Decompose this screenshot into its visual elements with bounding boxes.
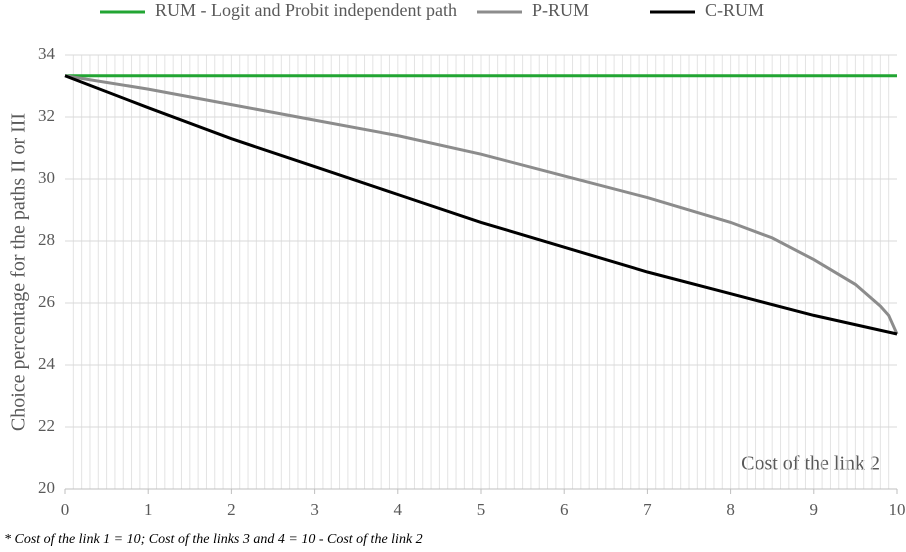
series-line	[64, 74, 899, 335]
legend-label: C-RUM	[705, 0, 764, 20]
x-tick-label: 0	[61, 500, 70, 519]
x-tick-label: 10	[889, 500, 906, 519]
x-tick-label: 8	[726, 500, 735, 519]
y-tick-label: 34	[38, 44, 56, 63]
x-tick-label: 3	[310, 500, 319, 519]
y-tick-label: 28	[38, 230, 55, 249]
series-line	[64, 74, 898, 336]
legend-label: RUM - Logit and Probit independent path	[155, 0, 457, 20]
y-tick-label: 20	[38, 478, 55, 497]
y-axis-label: Choice percentage for the paths II or II…	[8, 113, 30, 431]
x-tick-label: 4	[394, 500, 403, 519]
x-tick-label: 6	[560, 500, 569, 519]
y-tick-label: 26	[38, 292, 55, 311]
y-tick-label: 22	[38, 416, 55, 435]
x-tick-label: 7	[643, 500, 652, 519]
y-tick-label: 32	[38, 106, 55, 125]
y-tick-label: 24	[38, 354, 56, 373]
x-tick-label: 2	[227, 500, 236, 519]
annotation: Cost of the link 2	[741, 453, 880, 475]
x-tick-label: 5	[477, 500, 486, 519]
footnote: * Cost of the link 1 = 10; Cost of the l…	[4, 532, 423, 547]
x-tick-label: 1	[144, 500, 153, 519]
x-tick-label: 9	[810, 500, 819, 519]
y-tick-label: 30	[38, 168, 55, 187]
legend-label: P-RUM	[532, 0, 589, 20]
